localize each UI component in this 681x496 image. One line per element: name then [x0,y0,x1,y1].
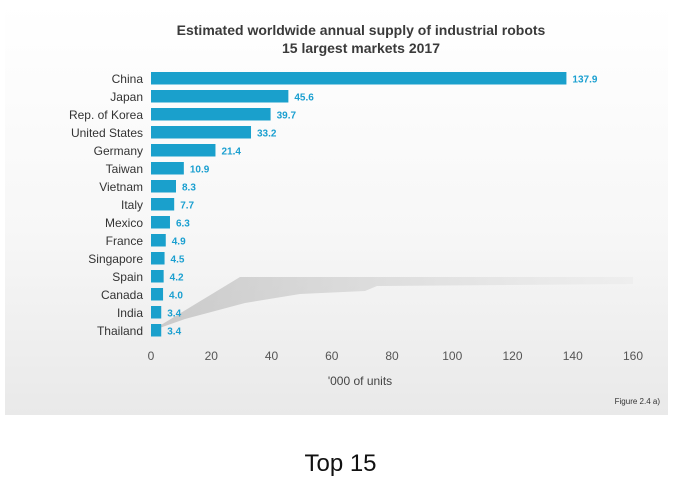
bar [151,198,175,211]
category-label: India [117,306,143,320]
chart-panel: Estimated worldwide annual supply of ind… [5,3,668,415]
bar-chart: Estimated worldwide annual supply of ind… [5,3,668,415]
data-label: 137.9 [572,74,597,85]
figure-note: Figure 2.4 a) [615,397,661,406]
x-tick-label: 160 [623,349,643,363]
bar [151,252,165,265]
category-label: United States [71,126,143,140]
category-label: France [106,234,144,248]
chart-title: Estimated worldwide annual supply of ind… [177,22,546,38]
data-label: 8.3 [182,182,196,193]
data-label: 4.2 [170,272,184,283]
category-label: Taiwan [106,162,143,176]
x-axis-label: '000 of units [328,374,392,388]
chart-subtitle: 15 largest markets 2017 [282,40,440,56]
category-label: Spain [112,270,143,284]
x-tick-label: 60 [325,349,339,363]
data-label: 4.5 [171,254,185,265]
data-label: 4.9 [172,236,186,247]
data-label: 6.3 [176,218,190,229]
data-label: 21.4 [221,146,241,157]
bar [151,180,177,193]
data-label: 33.2 [257,128,277,139]
data-label: 4.0 [169,290,183,301]
category-label: Thailand [97,324,143,338]
bar [151,126,252,139]
category-label: Germany [94,144,143,158]
data-label: 39.7 [277,110,297,121]
data-label: 10.9 [190,164,210,175]
bar [151,108,271,121]
x-tick-label: 20 [205,349,219,363]
x-tick-label: 0 [148,349,155,363]
category-label: Mexico [105,216,143,230]
category-label: Japan [110,90,143,104]
bar [151,306,162,319]
decorative-shadow [151,277,633,331]
x-tick-label: 100 [442,349,462,363]
category-label: Vietnam [99,180,143,194]
bar [151,216,170,229]
bar [151,72,567,85]
category-label: Rep. of Korea [69,108,143,122]
x-tick-label: 40 [265,349,279,363]
bar [151,288,164,301]
x-tick-label: 140 [563,349,583,363]
bar [151,144,216,157]
bar [151,270,164,283]
data-label: 7.7 [180,200,194,211]
data-label: 3.4 [167,326,181,337]
category-label: Canada [101,288,143,302]
chart-background [5,3,668,415]
category-label: Italy [121,198,143,212]
data-label: 45.6 [294,92,314,103]
bar [151,234,166,247]
data-label: 3.4 [167,308,181,319]
x-tick-label: 120 [502,349,522,363]
page-caption: Top 15 [304,450,377,477]
category-label: Singapore [88,252,143,266]
bar [151,90,289,103]
category-label: China [112,72,144,86]
bar [151,162,184,175]
x-tick-label: 80 [385,349,399,363]
bar [151,324,162,337]
